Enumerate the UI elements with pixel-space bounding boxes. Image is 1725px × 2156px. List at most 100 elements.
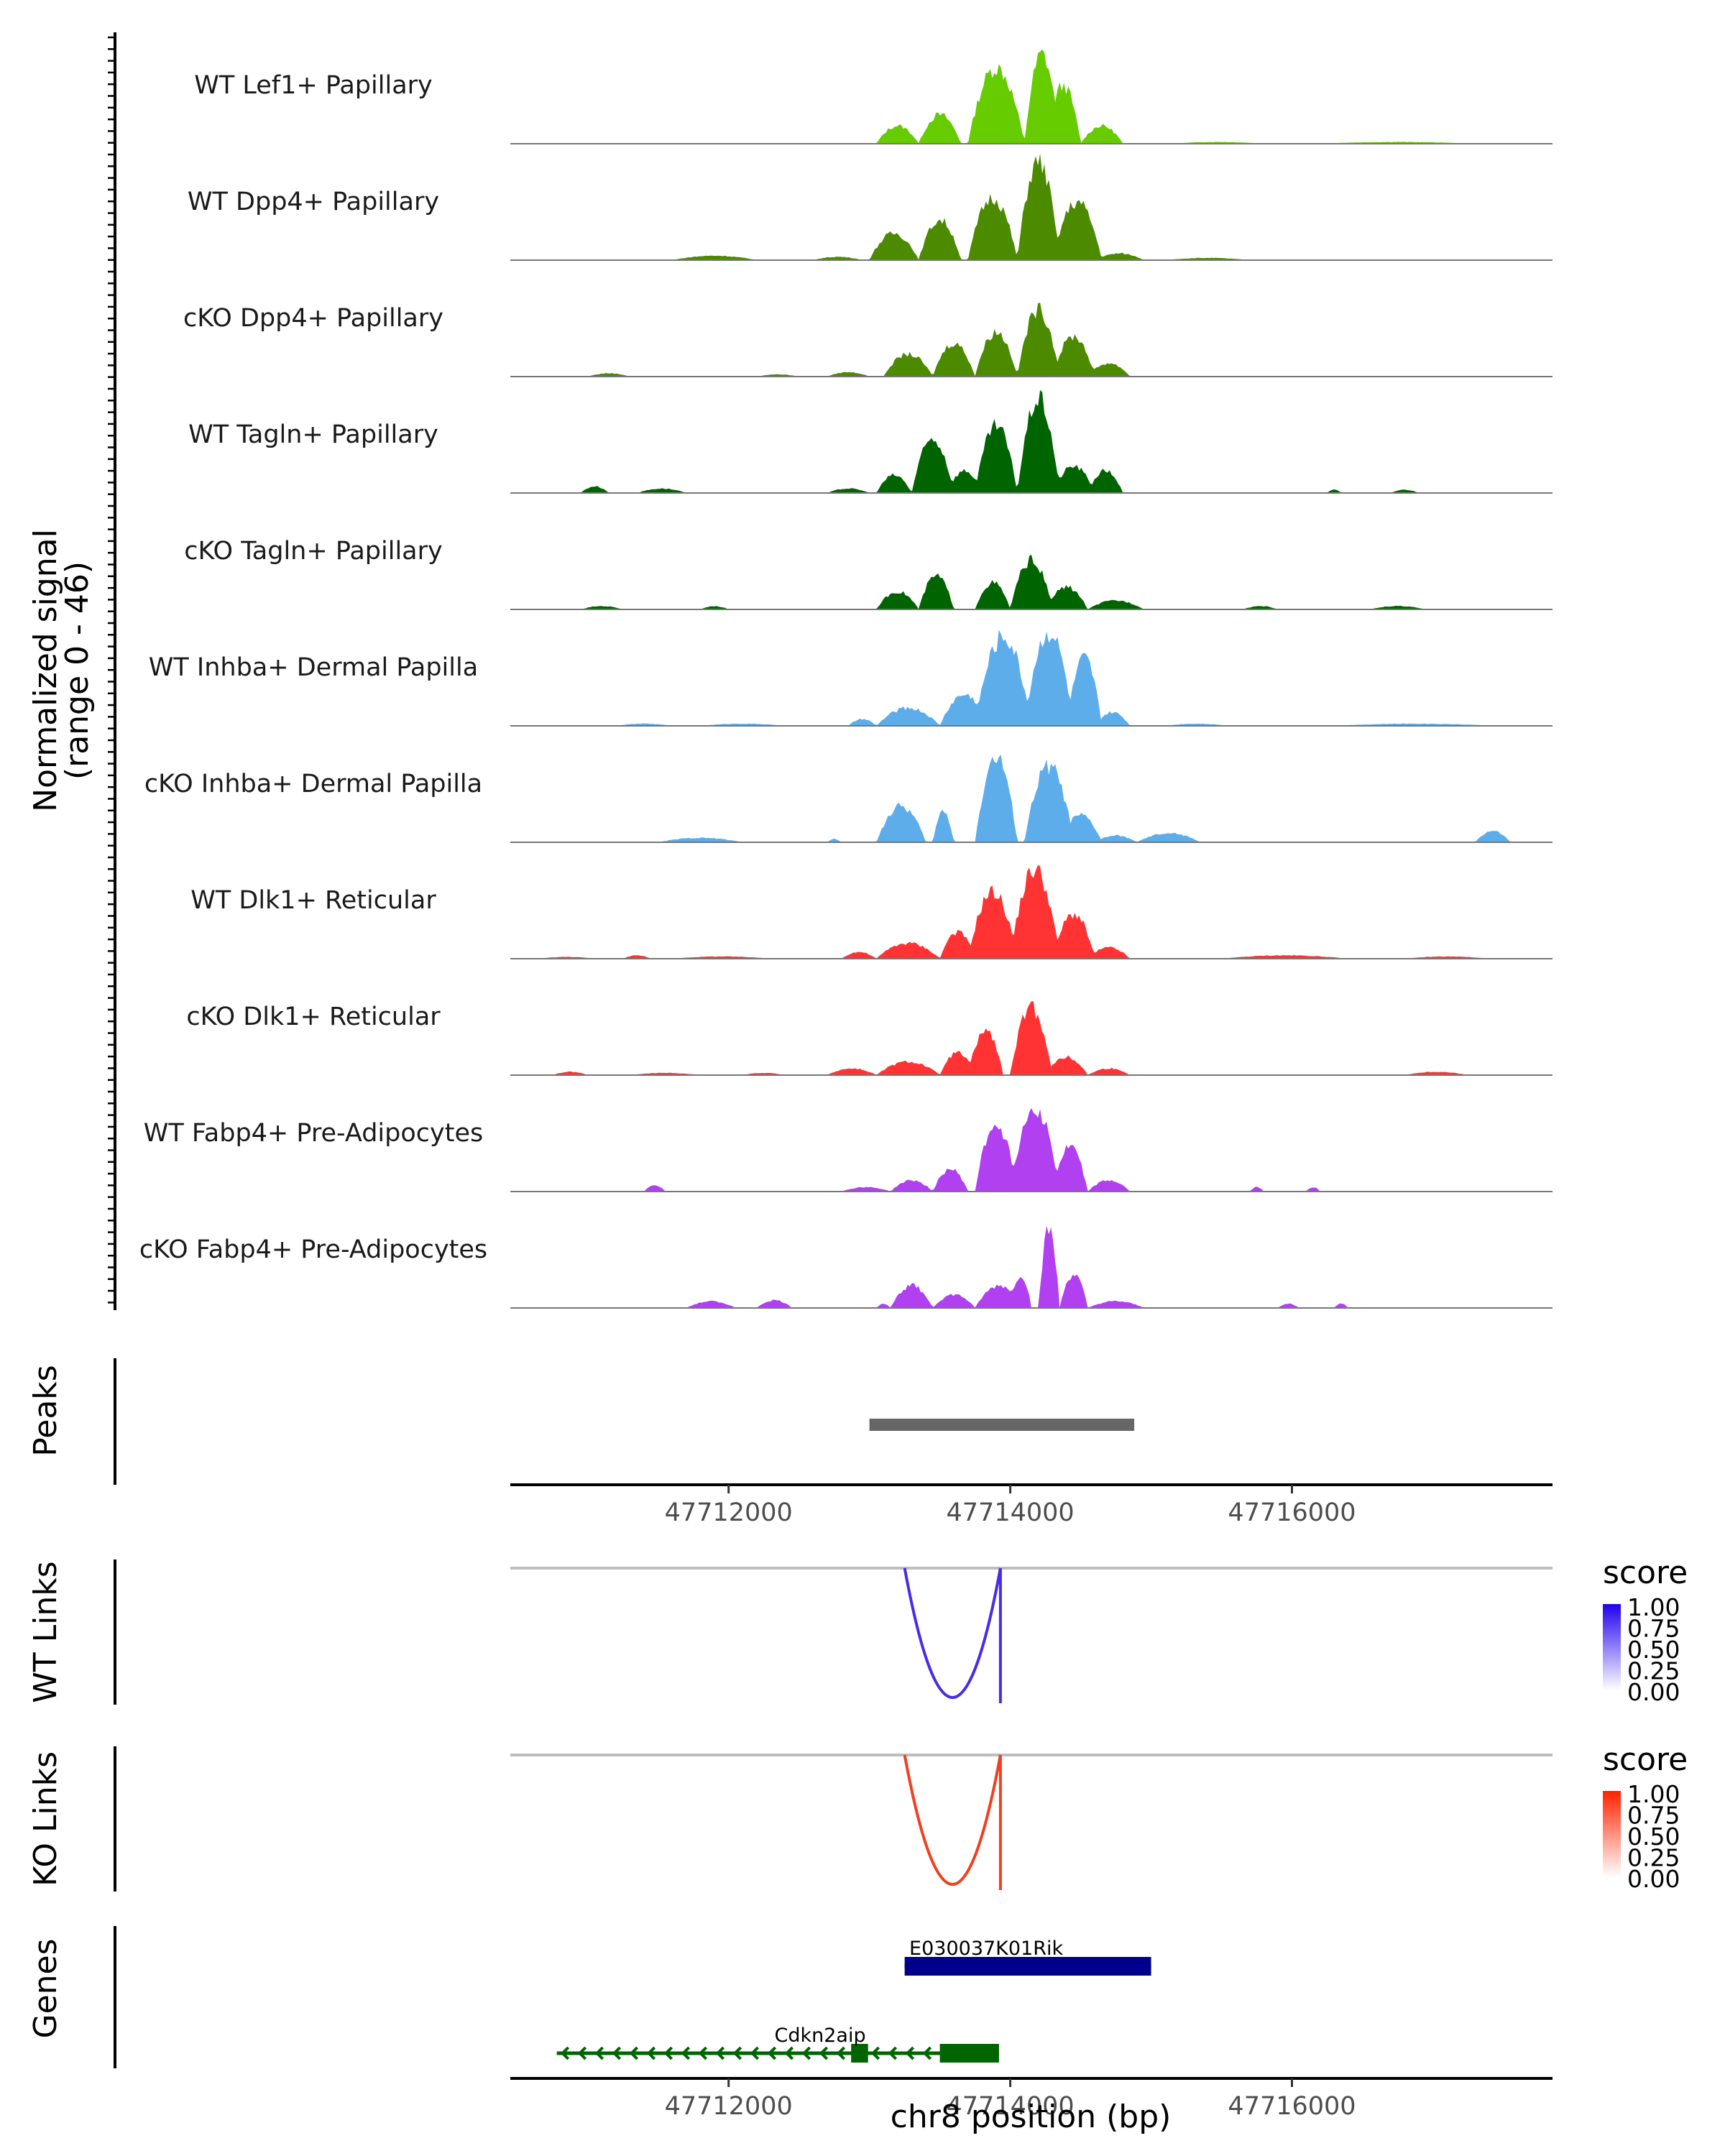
- gene-strand-chevron: [784, 2046, 794, 2060]
- gene-strand-chevron: [870, 2046, 880, 2060]
- coverage-y-axis-label: Normalized signal: [27, 529, 64, 812]
- coverage-track-area: [510, 1107, 1552, 1192]
- links-track-label: KO Links: [27, 1751, 64, 1886]
- legend-tick-label: 0.75: [1627, 1615, 1680, 1643]
- gene-strand-chevron: [560, 2046, 570, 2060]
- coverage-track-area: [510, 865, 1552, 959]
- gene-name-label: E030037K01Rik: [909, 1938, 1063, 1960]
- gene-strand-chevron: [698, 2046, 708, 2060]
- gene-strand-chevron: [767, 2046, 777, 2060]
- genes-panel: E030037K01Rik Cdkn2aip: [114, 1926, 1151, 2068]
- coverage-track-area: [510, 1001, 1552, 1075]
- gene-strand-chevron: [801, 2046, 811, 2060]
- coverage-track: WT Lef1+ Papillary: [194, 49, 1552, 144]
- peaks-x-axis-tick-label: 47712000: [665, 1498, 793, 1527]
- coverage-track: cKO Dpp4+ Papillary: [183, 303, 1552, 377]
- coverage-track: WT Dpp4+ Papillary: [188, 153, 1552, 261]
- gene-strand-chevron: [612, 2046, 622, 2060]
- legend-tick-label: 0.50: [1627, 1823, 1680, 1851]
- genes-x-axis-tick-label: 47716000: [1228, 2092, 1356, 2121]
- coverage-track-label: cKO Fabp4+ Pre-Adipocytes: [139, 1235, 487, 1264]
- gene-model: Cdkn2aip: [556, 2024, 999, 2063]
- legend-colorbar: [1603, 1791, 1621, 1877]
- legend-title: score: [1603, 1741, 1688, 1778]
- legend-tick-label: 0.00: [1627, 1678, 1680, 1706]
- coverage-y-axis-range: (range 0 - 46): [59, 561, 96, 780]
- coverage-track-area: [510, 390, 1552, 493]
- legend-colorbar: [1603, 1604, 1621, 1690]
- coverage-track-area: [510, 1225, 1552, 1308]
- coverage-track: cKO Inhba+ Dermal Papilla: [144, 755, 1552, 843]
- gene-strand-chevron: [715, 2046, 725, 2060]
- gene-exon: [939, 2044, 999, 2063]
- gene-strand-chevron: [577, 2046, 587, 2060]
- peak-interval: [869, 1419, 1135, 1431]
- coverage-track: cKO Fabp4+ Pre-Adipocytes: [139, 1225, 1552, 1309]
- gene-strand-chevron: [629, 2046, 639, 2060]
- coverage-track-label: WT Dlk1+ Reticular: [190, 886, 436, 915]
- gene-strand-chevron: [922, 2046, 932, 2060]
- coverage-track-label: cKO Tagln+ Papillary: [184, 537, 443, 566]
- x-axis-title: chr8 position (bp): [891, 2099, 1172, 2135]
- links-track-label: WT Links: [27, 1561, 64, 1703]
- coverage-track: WT Dlk1+ Reticular: [190, 865, 1552, 959]
- coverage-track: WT Fabp4+ Pre-Adipocytes: [144, 1107, 1552, 1192]
- legend-tick-label: 1.00: [1627, 1593, 1680, 1621]
- gene-exon: [904, 1957, 1151, 1976]
- coverage-track-label: WT Inhba+ Dermal Papilla: [149, 653, 478, 682]
- legend-tick-label: 0.75: [1627, 1802, 1680, 1830]
- gene-strand-chevron: [663, 2046, 673, 2060]
- peaks-x-axis: 47712000 47714000 47716000: [510, 1483, 1552, 1527]
- peaks-x-axis-tick-label: 47714000: [947, 1498, 1075, 1527]
- gene-strand-chevron: [905, 2046, 915, 2060]
- peaks-track-label: Peaks: [27, 1365, 64, 1456]
- genes-x-axis: 47712000 47714000 47716000: [510, 2077, 1552, 2121]
- gene-strand-chevron: [819, 2046, 829, 2060]
- legend-tick-label: 0.00: [1627, 1865, 1680, 1893]
- gene-strand-chevron: [594, 2046, 604, 2060]
- gene-exon: [851, 2044, 868, 2063]
- coverage-track-area: [510, 49, 1552, 144]
- peaks-panel: [114, 1358, 1135, 1485]
- gene-strand-chevron: [750, 2046, 760, 2060]
- coverage-track-label: cKO Inhba+ Dermal Papilla: [144, 770, 482, 798]
- legend-tick-label: 0.25: [1627, 1657, 1680, 1685]
- coverage-track-label: cKO Dpp4+ Papillary: [183, 304, 443, 333]
- genes-x-axis-tick-label: 47712000: [665, 2092, 793, 2121]
- peaks-x-axis-tick-label: 47716000: [1228, 1498, 1356, 1527]
- gene-strand-chevron: [836, 2046, 846, 2060]
- coverage-track: WT Tagln+ Papillary: [188, 390, 1552, 494]
- legend-tick-label: 0.25: [1627, 1844, 1680, 1872]
- gene-strand-chevron: [681, 2046, 691, 2060]
- coverage-track-label: WT Tagln+ Papillary: [188, 420, 438, 449]
- coverage-tracks-panel: WT Lef1+ Papillary WT Dpp4+ Papillary cKO …: [108, 32, 1552, 1310]
- genes-x-axis-tick-label: 47714000: [947, 2092, 1075, 2121]
- coverage-track: cKO Tagln+ Papillary: [184, 537, 1552, 610]
- link-arc: [903, 1754, 1002, 1886]
- coverage-track-area: [510, 303, 1552, 377]
- gene-name-label: Cdkn2aip: [775, 2024, 866, 2047]
- coverage-track: cKO Dlk1+ Reticular: [186, 1001, 1552, 1076]
- coverage-track-area: [510, 554, 1552, 609]
- gene-model: E030037K01Rik: [904, 1938, 1151, 1976]
- gene-strand-chevron: [888, 2046, 898, 2060]
- link-arc: [903, 1567, 1002, 1699]
- coverage-track-area: [510, 630, 1552, 726]
- coverage-track-area: [510, 755, 1552, 842]
- legend-tick-label: 1.00: [1627, 1780, 1680, 1808]
- coverage-track-area: [510, 153, 1552, 260]
- gene-strand-chevron: [732, 2046, 742, 2060]
- coverage-track-label: WT Lef1+ Papillary: [194, 71, 433, 100]
- coverage-track: WT Inhba+ Dermal Papilla: [149, 630, 1552, 727]
- gene-strand-chevron: [646, 2046, 656, 2060]
- legend-tick-label: 0.50: [1627, 1636, 1680, 1664]
- coverage-track-label: WT Dpp4+ Papillary: [188, 188, 439, 216]
- genes-track-label: Genes: [27, 1938, 64, 2038]
- coverage-track-label: cKO Dlk1+ Reticular: [186, 1003, 441, 1031]
- legend-title: score: [1603, 1554, 1688, 1591]
- coverage-track-label: WT Fabp4+ Pre-Adipocytes: [144, 1119, 483, 1148]
